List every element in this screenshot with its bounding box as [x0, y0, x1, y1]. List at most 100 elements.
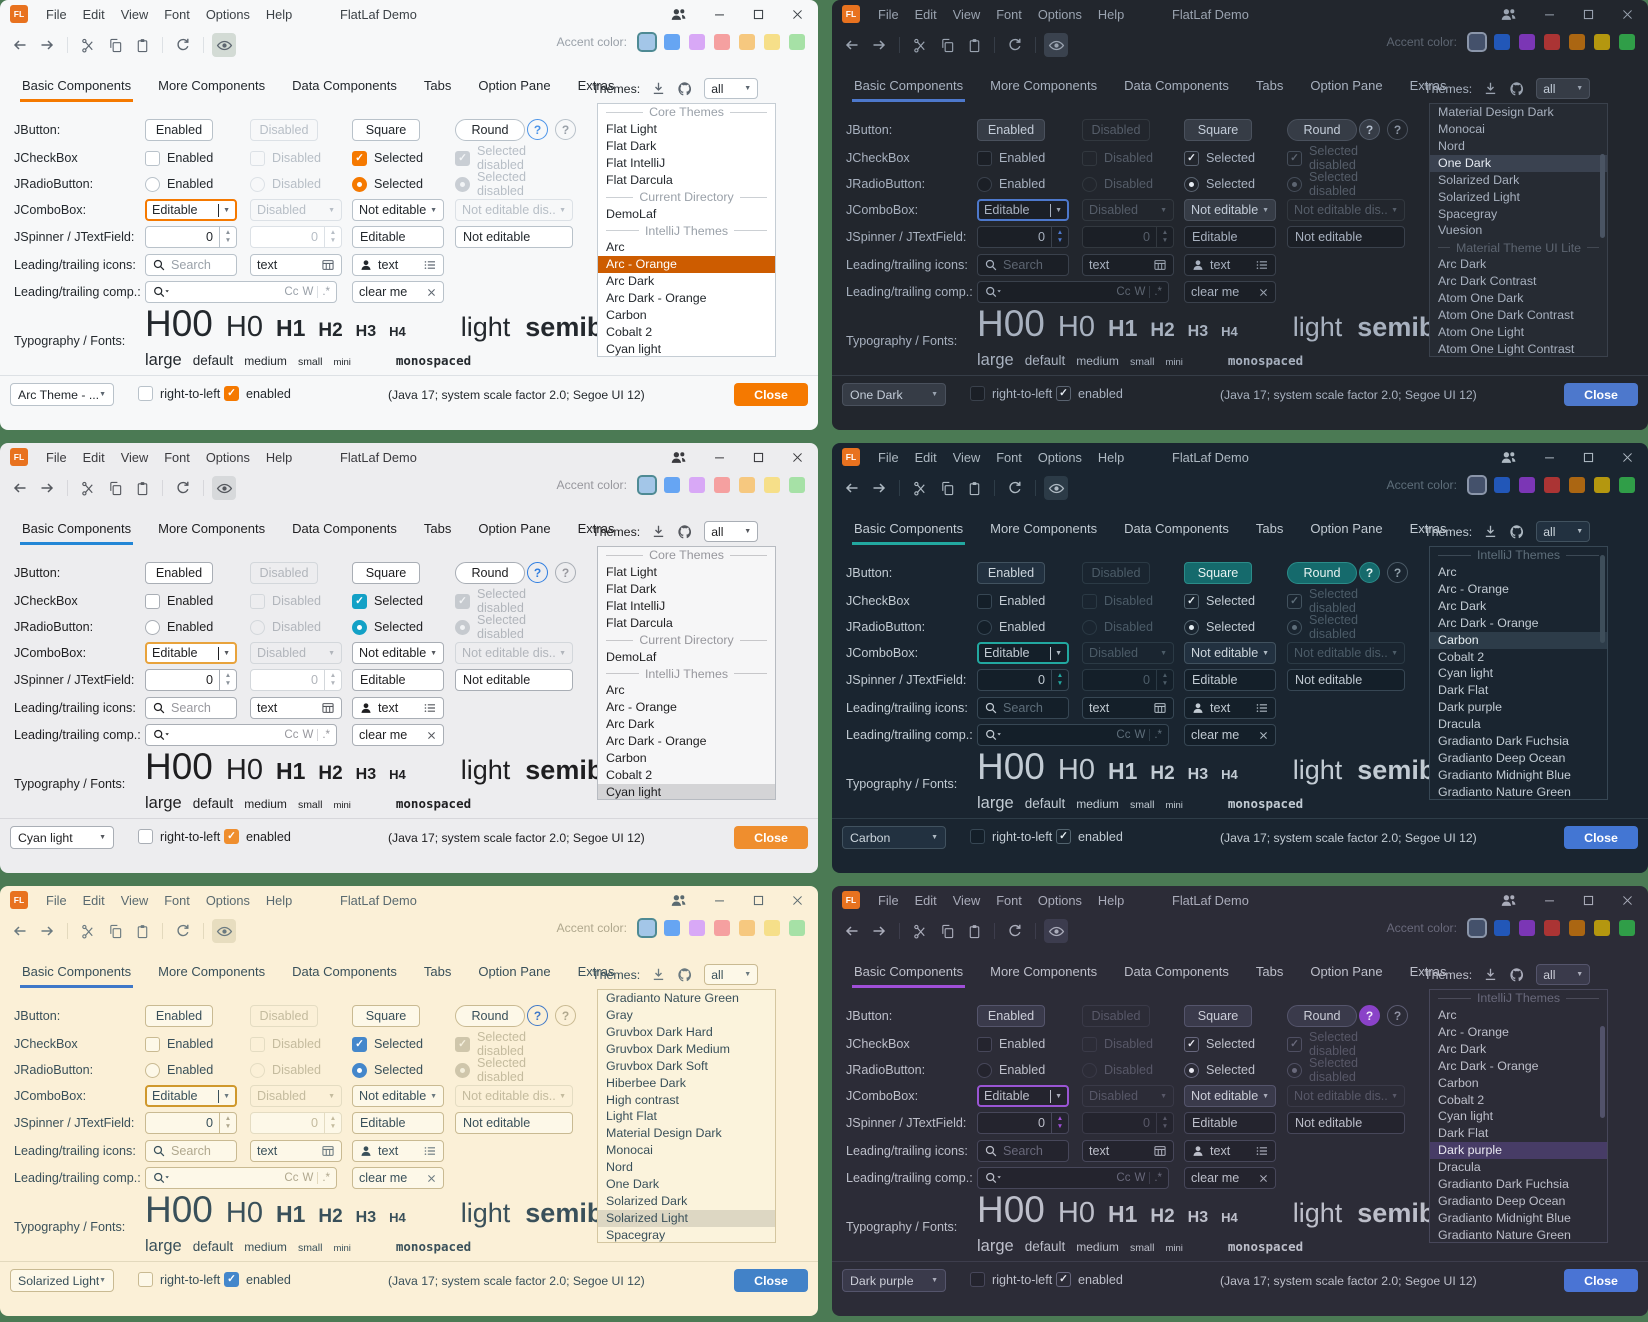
theme-list-item[interactable]: Atom One Dark [1438, 291, 1524, 306]
menu-file[interactable]: File [46, 6, 67, 22]
download-theme-button[interactable] [1483, 524, 1498, 539]
tab-more-components[interactable]: More Components [990, 521, 1098, 536]
radio-button[interactable]: Selected disabled [1287, 170, 1405, 198]
theme-list-item[interactable]: Solarized Light [1438, 189, 1520, 204]
theme-list-item[interactable]: Gradianto Deep Ocean [1438, 751, 1566, 766]
match-case-toggle[interactable]: Cc [284, 1172, 299, 1184]
search-input[interactable]: Search [145, 1140, 237, 1162]
tab-more-components[interactable]: More Components [158, 521, 266, 536]
accent-swatch-4[interactable] [1544, 477, 1560, 493]
clear-icon[interactable] [426, 1173, 437, 1184]
show-hidden-toggle[interactable] [1044, 33, 1068, 57]
accent-swatch-1[interactable] [1467, 918, 1487, 938]
tab-basic-components[interactable]: Basic Components [851, 964, 966, 988]
theme-selector-combobox[interactable]: Solarized Light ▼ [10, 1269, 114, 1292]
close-button[interactable]: Close [1564, 826, 1638, 849]
paste-button[interactable] [130, 476, 154, 500]
tab-data-components[interactable]: Data Components [1124, 78, 1229, 93]
table-icon[interactable] [321, 701, 335, 715]
tab-more-components[interactable]: More Components [990, 78, 1098, 93]
match-case-toggle[interactable]: Cc [284, 286, 299, 298]
checkbox[interactable]: ✓ Selected [352, 1033, 444, 1055]
menu-file[interactable]: File [46, 892, 67, 908]
spinner-arrows-icon[interactable]: ▲ ▼ [1051, 1113, 1068, 1133]
menu-edit[interactable]: Edit [914, 892, 937, 908]
not-editable-combobox[interactable]: Not editable ▼ [1184, 642, 1276, 664]
paste-button[interactable] [962, 33, 986, 57]
menu-help[interactable]: Help [265, 449, 293, 465]
tab-data-components[interactable]: Data Components [1124, 521, 1229, 536]
checkbox[interactable]: ✓Enabled [977, 590, 1069, 612]
menu-view[interactable]: View [952, 892, 981, 908]
accent-swatch-7[interactable] [789, 34, 805, 50]
right-to-left-checkbox[interactable]: ✓ right-to-left [970, 1272, 1052, 1287]
theme-list-item[interactable]: Cyan light [606, 341, 662, 356]
menu-help[interactable]: Help [1097, 6, 1125, 22]
theme-list-item[interactable]: Atom One Light [1438, 324, 1525, 339]
checkbox[interactable]: ✓Enabled [145, 590, 237, 612]
theme-list-item[interactable]: Flat Dark [606, 581, 657, 596]
menu-view[interactable]: View [952, 6, 981, 22]
radio-button[interactable]: Disabled [1082, 616, 1174, 638]
users-button[interactable] [670, 6, 687, 23]
not-editable-combobox[interactable]: Not editable ▼ [352, 1085, 444, 1107]
not-editable-combobox[interactable]: Not editable ▼ [352, 199, 444, 221]
tab-option-pane[interactable]: Option Pane [478, 78, 551, 93]
menu-font[interactable]: Font [996, 6, 1022, 22]
spinner-arrows-icon[interactable]: ▲ ▼ [219, 670, 236, 690]
radio-button[interactable]: Enabled [145, 173, 237, 195]
clearable-input[interactable]: clear me [352, 1167, 444, 1189]
menu-font[interactable]: Font [164, 892, 190, 908]
theme-list-item[interactable]: Arc [1438, 1007, 1457, 1022]
clearable-input[interactable]: clear me [1184, 724, 1276, 746]
spinner-arrows-icon[interactable]: ▲ ▼ [1051, 227, 1068, 247]
accent-swatch-7[interactable] [789, 477, 805, 493]
theme-list-item[interactable]: Monocai [1438, 121, 1485, 136]
accent-swatch-5[interactable] [739, 920, 755, 936]
search-options-input[interactable]: Cc W .* [977, 281, 1169, 303]
theme-list-item[interactable]: Atom One Dark Contrast [1438, 308, 1574, 323]
theme-list-item[interactable]: Solarized Light [598, 1209, 775, 1227]
checkbox[interactable]: ✓ Selected disabled [1287, 1030, 1405, 1058]
accent-swatch-5[interactable] [739, 477, 755, 493]
enabled-checkbox[interactable]: ✓ enabled [224, 829, 291, 844]
theme-list-item[interactable]: Cyan light [1438, 666, 1494, 681]
radio-button[interactable]: Selected disabled [1287, 1056, 1405, 1084]
tab-data-components[interactable]: Data Components [292, 78, 397, 93]
refresh-button[interactable] [1003, 919, 1027, 943]
theme-list-item[interactable]: Material Design Dark [1438, 105, 1554, 119]
accent-swatch-7[interactable] [1619, 477, 1635, 493]
github-button[interactable] [1509, 81, 1525, 97]
accent-swatch-1[interactable] [637, 918, 657, 938]
refresh-button[interactable] [171, 919, 195, 943]
download-theme-button[interactable] [1483, 967, 1498, 982]
tab-basic-components[interactable]: Basic Components [851, 78, 966, 102]
tab-option-pane[interactable]: Option Pane [1310, 964, 1383, 979]
table-icon[interactable] [1153, 701, 1167, 715]
accent-swatch-2[interactable] [664, 920, 680, 936]
clear-icon[interactable] [1258, 730, 1269, 741]
themes-list-scrollbar[interactable] [1600, 154, 1605, 238]
text-input-user[interactable]: text [352, 1140, 444, 1162]
search-input[interactable]: Search [977, 697, 1069, 719]
theme-list-item[interactable]: Atom One Light Contrast [1438, 341, 1575, 356]
cut-button[interactable] [908, 33, 932, 57]
minimize-button[interactable] [1543, 894, 1556, 907]
menu-help[interactable]: Help [265, 892, 293, 908]
regex-toggle[interactable]: .* [1154, 729, 1162, 741]
paste-button[interactable] [130, 33, 154, 57]
accent-swatch-2[interactable] [664, 34, 680, 50]
square-button[interactable]: Square [352, 119, 420, 141]
theme-list-item[interactable]: One Dark [1430, 154, 1607, 172]
checkbox[interactable]: ✓ Selected [352, 147, 444, 169]
forward-button[interactable] [867, 919, 891, 943]
search-input[interactable]: Search [145, 254, 237, 276]
help-button-secondary[interactable]: ? [1387, 119, 1408, 140]
theme-list-item[interactable]: Arc Dark Contrast [1438, 274, 1537, 289]
menu-font[interactable]: Font [164, 6, 190, 22]
radio-button[interactable]: Disabled [250, 616, 342, 638]
checkbox[interactable]: ✓ Selected [1184, 1033, 1276, 1055]
paste-button[interactable] [130, 919, 154, 943]
theme-list-item[interactable]: Arc - Orange [598, 256, 775, 274]
menu-edit[interactable]: Edit [82, 892, 105, 908]
